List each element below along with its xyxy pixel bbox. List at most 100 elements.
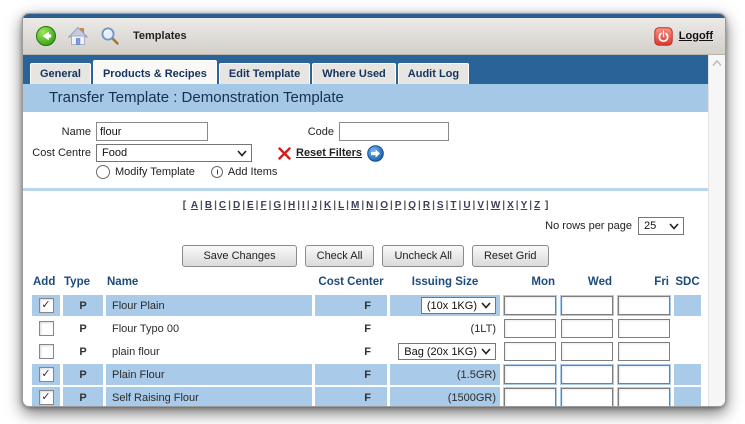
power-icon[interactable] [654, 26, 673, 46]
wed-qty-input[interactable] [561, 342, 613, 361]
alphabet-separator: | [297, 200, 301, 211]
items-table: Add Type Name Cost Center Issuing Size Mon Wed… [32, 274, 702, 406]
reset-filters-link[interactable]: Reset Filters [296, 147, 363, 159]
home-icon[interactable] [67, 25, 89, 47]
issuing-size-value: (1500GR) [447, 391, 496, 404]
alphabet-letter-c[interactable]: C [218, 200, 227, 211]
radio-icon[interactable] [210, 166, 223, 178]
mon-qty-input[interactable] [504, 365, 556, 384]
mode-option-modify-template[interactable]: Modify Template [96, 165, 195, 179]
column-header-type: Type [64, 276, 90, 288]
alphabet-letter-n[interactable]: N [366, 200, 374, 211]
alphabet-letter-t[interactable]: T [450, 200, 457, 211]
mon-qty-input[interactable] [504, 342, 556, 361]
fri-qty-input[interactable] [618, 388, 670, 406]
rows-per-page-select[interactable]: 25 [638, 217, 684, 235]
row-checkbox[interactable] [38, 390, 54, 405]
code-input[interactable] [339, 122, 449, 141]
alphabet-separator: | [486, 200, 489, 211]
tab-edit-template[interactable]: Edit Template [218, 63, 311, 84]
mon-cell [503, 364, 557, 385]
row-checkbox[interactable] [38, 321, 54, 336]
alphabet-letter-i[interactable]: I [302, 200, 305, 211]
alphabet-letter-q[interactable]: Q [408, 200, 417, 211]
name-input[interactable] [96, 122, 208, 141]
alphabet-separator: | [255, 200, 259, 211]
alphabet-letter-m[interactable]: M [350, 200, 360, 211]
row-checkbox[interactable] [38, 344, 54, 359]
column-header-add: Add [33, 276, 56, 288]
wed-qty-input[interactable] [561, 388, 613, 406]
wed-qty-input[interactable] [561, 319, 613, 338]
check-all-button[interactable]: Check All [304, 245, 375, 267]
save-changes-button[interactable]: Save Changes [182, 245, 297, 267]
alphabet-letter-e[interactable]: E [247, 200, 254, 211]
alphabet-letter-l[interactable]: L [338, 200, 345, 211]
alphabet-separator: | [268, 200, 272, 211]
cost-center-cell: F [315, 387, 387, 406]
reset-x-icon[interactable] [278, 146, 291, 160]
alphabet-letter-h[interactable]: H [288, 200, 296, 211]
alphabet-separator: | [502, 200, 506, 211]
tab-audit-log[interactable]: Audit Log [397, 63, 470, 84]
alphabet-letter-z[interactable]: Z [534, 200, 541, 211]
alphabet-letter-x[interactable]: X [507, 200, 514, 211]
row-checkbox[interactable] [38, 367, 54, 382]
alphabet-letter-j[interactable]: J [311, 200, 318, 211]
back-icon[interactable] [35, 25, 57, 47]
tab-products-recipes[interactable]: Products & Recipes [92, 60, 217, 84]
issuing-size-value: (1LT) [470, 322, 496, 335]
issuing-size-cell: Bag (20x 1KG) [390, 341, 500, 362]
logoff-link[interactable]: Logoff [678, 30, 713, 42]
uncheck-all-button[interactable]: Uncheck All [382, 245, 464, 267]
wed-qty-input[interactable] [561, 365, 613, 384]
column-header-sdc: SDC [675, 276, 700, 288]
alphabet-letter-r[interactable]: R [422, 200, 431, 211]
mon-qty-input[interactable] [504, 296, 556, 315]
fri-qty-input[interactable] [618, 342, 670, 361]
row-checkbox[interactable] [38, 298, 54, 313]
alphabet-letter-b[interactable]: B [204, 200, 213, 211]
issuing-size-select[interactable]: (10x 1KG) [420, 297, 496, 314]
fri-cell [617, 364, 671, 385]
alphabet-separator: | [529, 200, 533, 211]
tab-where-used[interactable]: Where Used [312, 63, 396, 84]
radio-icon[interactable] [96, 165, 110, 179]
alphabet-letter-f[interactable]: F [260, 200, 267, 211]
alphabet-letter-a[interactable]: A [190, 200, 199, 211]
alphabet-letter-k[interactable]: K [324, 200, 332, 211]
alphabet-letter-o[interactable]: O [380, 200, 388, 211]
fri-qty-input[interactable] [618, 319, 670, 338]
alphabet-letter-s[interactable]: S [436, 200, 444, 211]
wed-qty-input[interactable] [561, 296, 613, 315]
cost-centre-select[interactable]: Food [96, 144, 252, 162]
vertical-scrollbar[interactable] [708, 55, 725, 406]
name-label: Name [61, 125, 91, 138]
go-arrow-icon[interactable] [367, 144, 384, 162]
cost-center-cell: F [315, 318, 387, 339]
alphabet-letter-v[interactable]: V [477, 200, 485, 211]
alphabet-letter-y[interactable]: Y [520, 200, 528, 211]
mon-cell [503, 295, 557, 316]
issuing-size-select[interactable]: Bag (20x 1KG) [398, 343, 496, 360]
fri-qty-input[interactable] [618, 365, 670, 384]
name-cell: Plain Flour [106, 364, 312, 385]
mode-radio-group: Modify Template Add Items [96, 165, 277, 179]
wed-cell [560, 318, 614, 339]
mode-option-add-items[interactable]: Add Items [210, 166, 277, 178]
type-cell: P [63, 387, 103, 406]
alphabet-separator: | [403, 200, 407, 211]
tab-general[interactable]: General [30, 63, 91, 84]
mon-qty-input[interactable] [504, 388, 556, 406]
search-icon[interactable] [99, 25, 121, 47]
alphabet-letter-w[interactable]: W [490, 200, 501, 211]
alphabet-letter-p[interactable]: P [394, 200, 402, 211]
alphabet-letter-u[interactable]: U [463, 200, 471, 211]
alphabet-letter-d[interactable]: D [232, 200, 241, 211]
alphabet-letter-g[interactable]: G [273, 200, 282, 211]
fri-qty-input[interactable] [618, 296, 670, 315]
mon-qty-input[interactable] [504, 319, 556, 338]
scroll-up-icon[interactable] [712, 60, 722, 67]
reset-grid-button[interactable]: Reset Grid [471, 245, 549, 267]
